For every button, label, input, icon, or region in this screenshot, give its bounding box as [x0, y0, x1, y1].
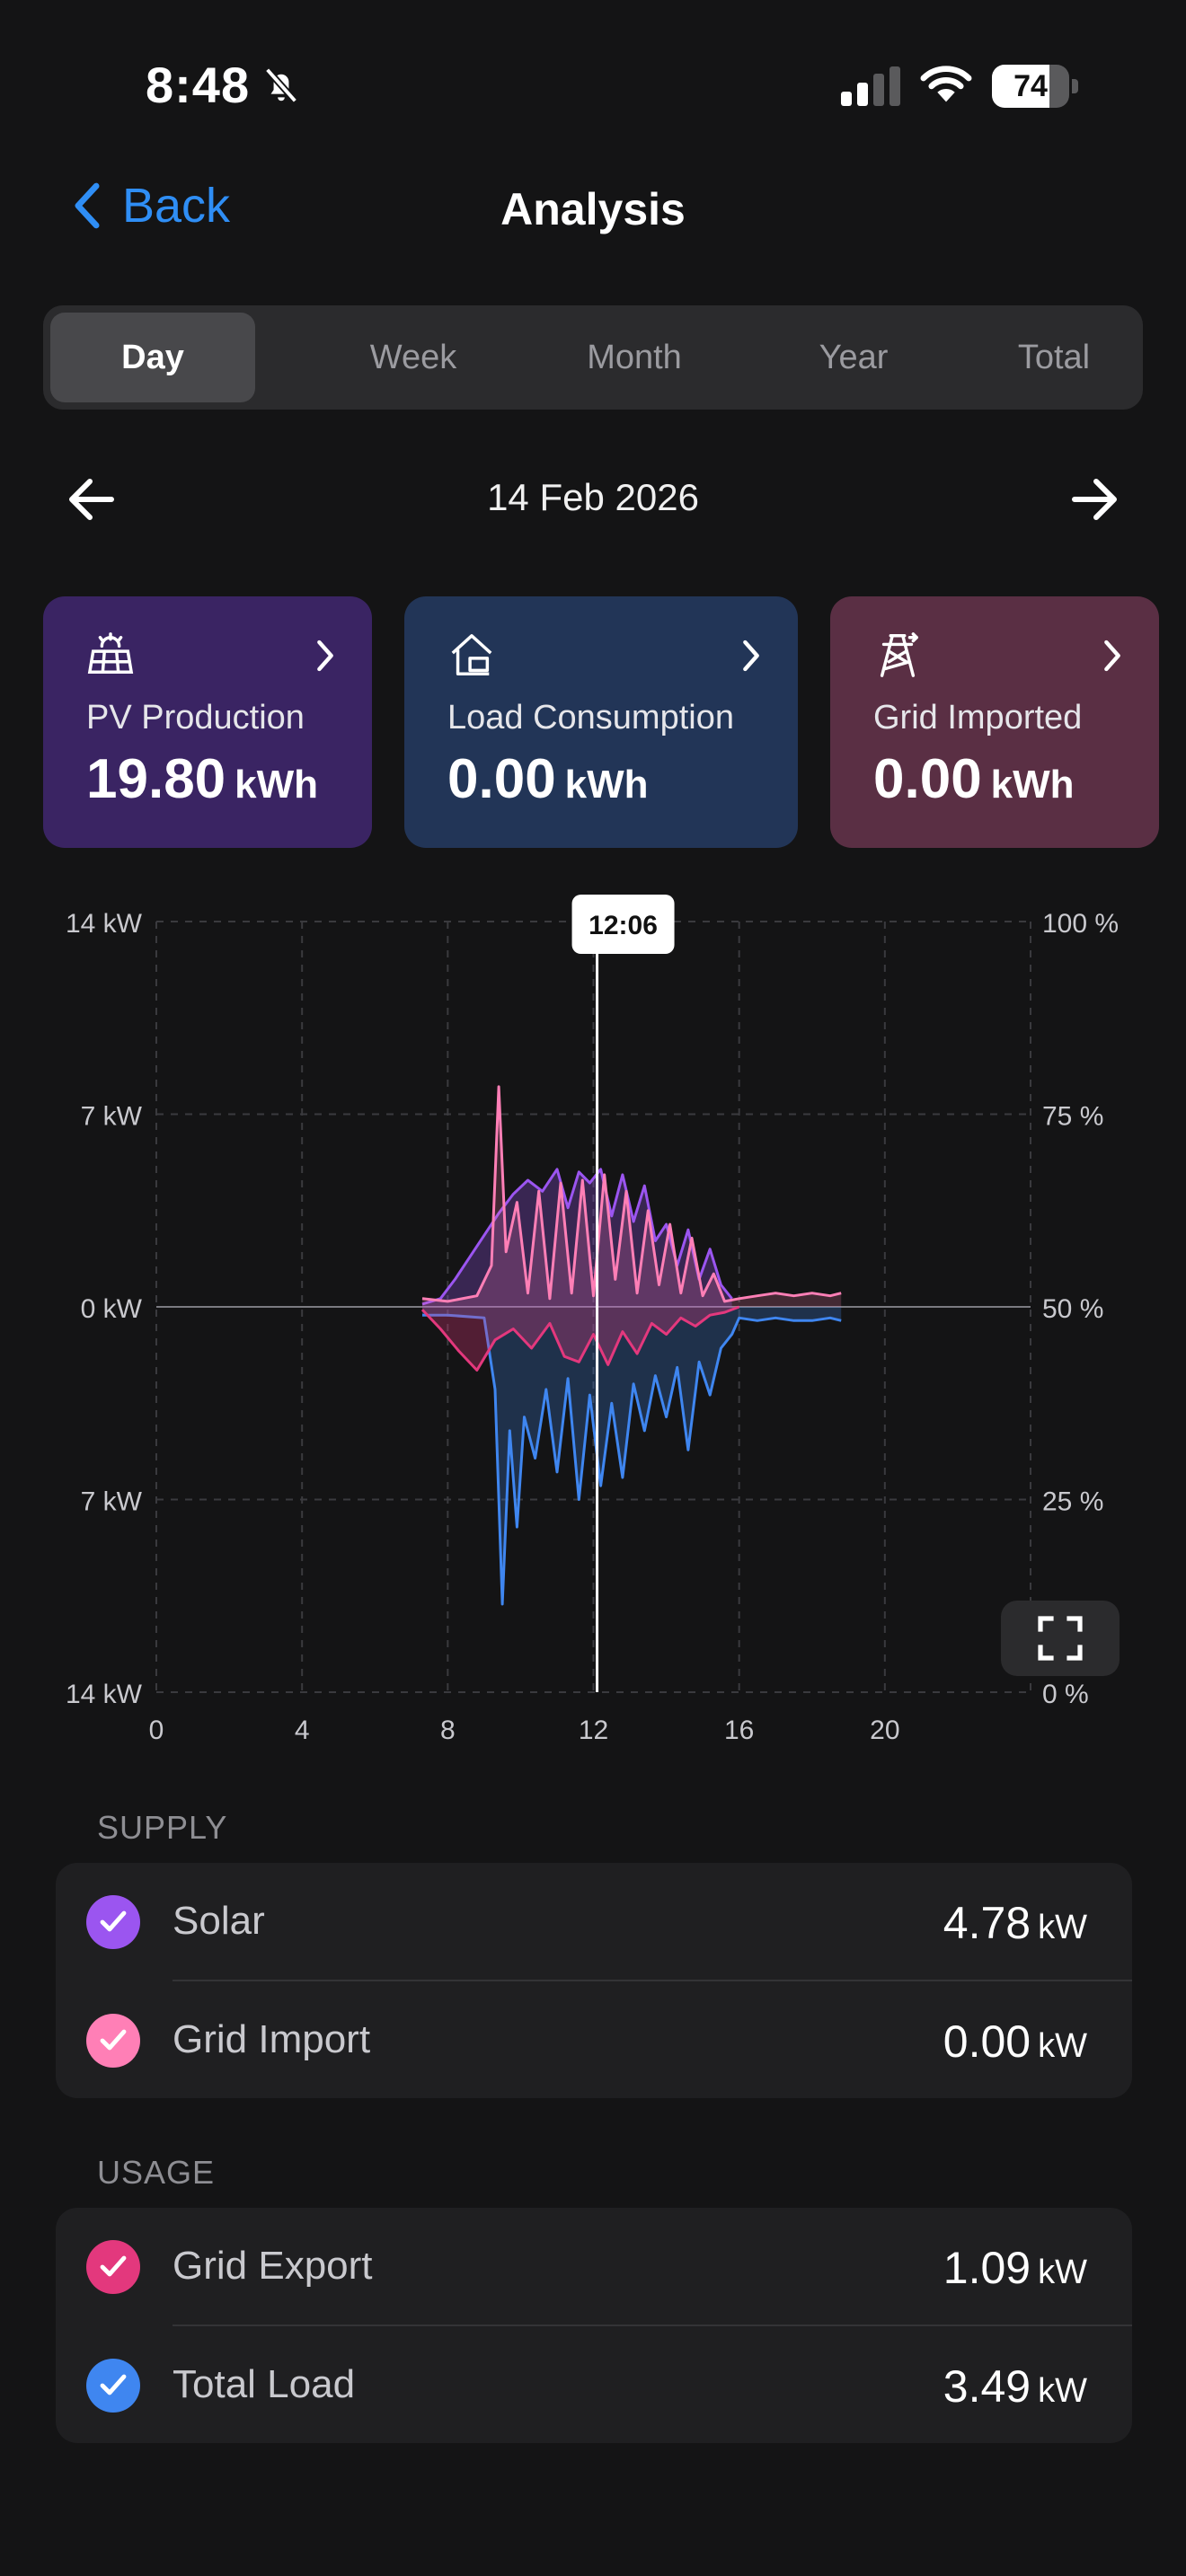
- grid-import-series-area: [422, 1086, 842, 1307]
- chevron-right-icon: [743, 640, 759, 672]
- y-left-tick-label: 7 kW: [81, 1487, 143, 1517]
- house-icon: [451, 634, 492, 675]
- series-value: 4.78 kW: [943, 1898, 1087, 1948]
- card-label: Load Consumption: [447, 699, 734, 737]
- fullscreen-icon: [1038, 1616, 1083, 1661]
- y-right-tick-label: 100 %: [1042, 909, 1119, 939]
- series-name: Total Load: [173, 2362, 356, 2406]
- list-item[interactable]: Grid Export 1.09 kW: [56, 2208, 1132, 2326]
- tab-month[interactable]: Month: [587, 339, 682, 376]
- x-tick-label: 4: [295, 1716, 310, 1745]
- y-left-tick-label: 14 kW: [66, 909, 143, 939]
- card-value: 0.00 kWh: [447, 748, 649, 810]
- x-tick-label: 20: [870, 1716, 899, 1745]
- cellular-signal-icon: [841, 66, 900, 106]
- series-value: 1.09 kW: [943, 2243, 1087, 2293]
- arrow-right-icon[interactable]: [1069, 474, 1120, 525]
- cursor-label-box: [571, 895, 675, 954]
- tab-week[interactable]: Week: [369, 339, 457, 376]
- status-time: 8:48: [146, 57, 251, 113]
- card-value: 0.00 kWh: [873, 748, 1075, 810]
- y-right-tick-label: 75 %: [1042, 1102, 1103, 1132]
- y-right-tick-label: 25 %: [1042, 1487, 1103, 1517]
- chevron-right-icon: [317, 640, 333, 672]
- x-tick-label: 0: [149, 1716, 164, 1745]
- power-chart[interactable]: 14 kW 100 %7 kW 75 %0 kW 50 %7 kW 25 %14 kW 0…: [0, 889, 1186, 1769]
- y-right-tick-label: 0 %: [1042, 1680, 1089, 1709]
- series-value: 3.49 kW: [943, 2361, 1087, 2412]
- card-label: Grid Imported: [873, 699, 1083, 737]
- tab-year[interactable]: Year: [819, 339, 889, 376]
- series-name: Solar: [173, 1899, 265, 1943]
- y-left-tick-label: 14 kW: [66, 1680, 143, 1709]
- card-label: PV Production: [86, 699, 305, 737]
- usage-list: Grid Export 1.09 kW Total Load 3.49 kW: [56, 2208, 1132, 2443]
- load-consumption-card[interactable]: Load Consumption 0.00 kWh: [404, 596, 798, 848]
- status-bar: 8:48 74: [0, 0, 1186, 171]
- power-tower-icon: [880, 632, 918, 677]
- grid-export-series-area: [422, 1307, 739, 1371]
- solar-series-line: [421, 1168, 733, 1306]
- fullscreen-button[interactable]: [1001, 1601, 1120, 1676]
- check-icon[interactable]: [86, 2014, 140, 2068]
- divider: [173, 2325, 1132, 2326]
- x-tick-label: 8: [440, 1716, 456, 1745]
- arrow-left-icon[interactable]: [66, 474, 117, 525]
- y-right-tick-label: 50 %: [1042, 1294, 1103, 1324]
- grid-import-series-line: [421, 1085, 842, 1303]
- series-value: 0.00 kW: [943, 2016, 1087, 2067]
- grid-export-series-line: [420, 1305, 740, 1372]
- cursor-label: 12:06: [589, 911, 658, 940]
- divider: [173, 1980, 1132, 1981]
- card-value: 19.80 kWh: [86, 748, 319, 810]
- total-load-series-area: [422, 1307, 842, 1604]
- usage-header: USAGE: [97, 2154, 216, 2191]
- wifi-icon: [920, 66, 972, 102]
- silent-bell-icon: [264, 67, 298, 103]
- solar-panel-icon: [87, 632, 134, 675]
- tab-total[interactable]: Total: [1017, 339, 1091, 376]
- y-left-tick-label: 0 kW: [81, 1294, 143, 1324]
- check-icon[interactable]: [86, 1895, 140, 1949]
- x-tick-label: 12: [579, 1716, 608, 1745]
- selected-date: 14 Feb 2026: [487, 476, 699, 518]
- chevron-right-icon: [1104, 640, 1120, 672]
- total-load-series-line: [422, 1313, 842, 1606]
- pv-production-card[interactable]: PV Production 19.80 kWh: [43, 596, 372, 848]
- check-icon[interactable]: [86, 2240, 140, 2294]
- list-item[interactable]: Total Load 3.49 kW: [56, 2326, 1132, 2445]
- battery-indicator: 74: [992, 65, 1078, 108]
- supply-list: Solar 4.78 kW Grid Import 0.00 kW: [56, 1863, 1132, 2098]
- y-left-tick-label: 7 kW: [81, 1102, 143, 1132]
- back-button[interactable]: Back: [72, 178, 230, 234]
- series-name: Grid Export: [173, 2244, 373, 2288]
- x-tick-label: 16: [724, 1716, 754, 1745]
- check-icon[interactable]: [86, 2359, 140, 2413]
- list-item[interactable]: Solar 4.78 kW: [56, 1863, 1132, 1981]
- chevron-left-icon: [75, 182, 100, 229]
- battery-percent: 74: [1013, 69, 1048, 103]
- list-item[interactable]: Grid Import 0.00 kW: [56, 1981, 1132, 2100]
- tab-day[interactable]: Day: [50, 313, 255, 402]
- grid-imported-card[interactable]: Grid Imported 0.00 kWh: [830, 596, 1159, 848]
- series-name: Grid Import: [173, 2017, 371, 2061]
- back-label: Back: [122, 179, 231, 233]
- page-title: Analysis: [500, 184, 686, 234]
- supply-header: SUPPLY: [97, 1809, 228, 1846]
- period-segmented-control: Day Week Month Year Total: [43, 305, 1143, 410]
